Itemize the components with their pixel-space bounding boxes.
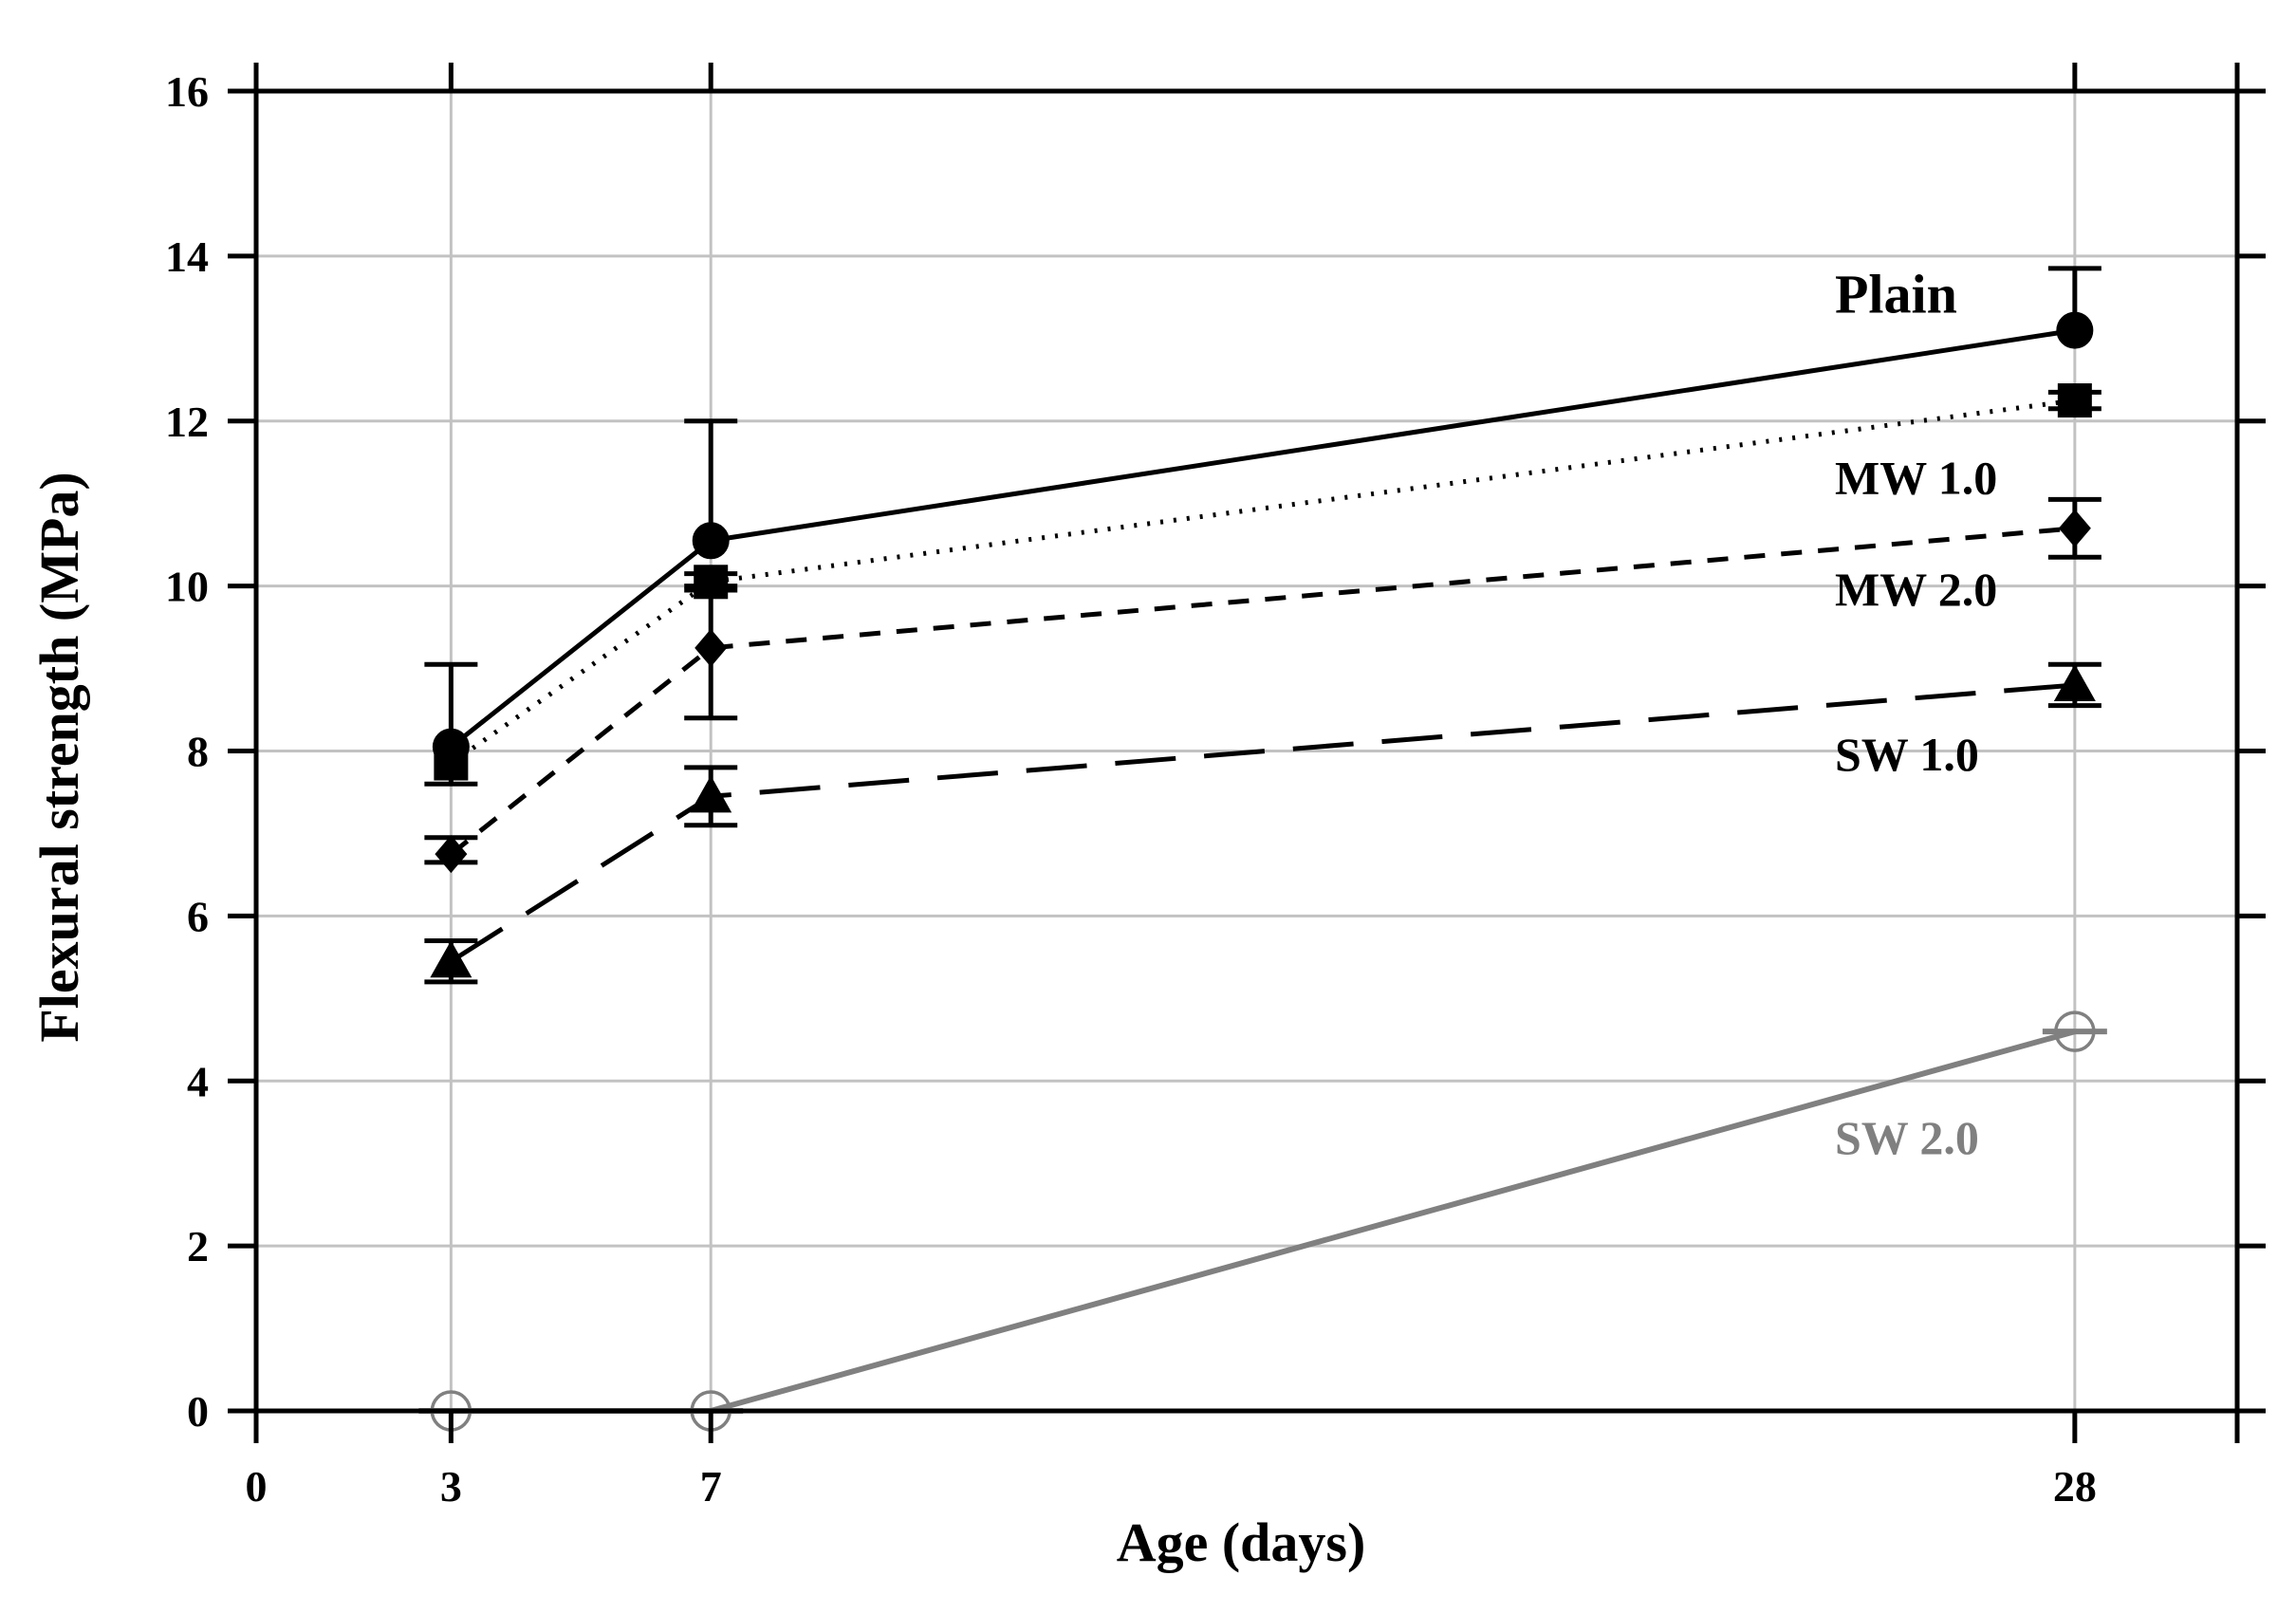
data-point <box>2056 311 2094 349</box>
series-label: Plain <box>1835 263 1957 324</box>
y-axis-title: Flexural strength (MPa) <box>28 472 90 1042</box>
y-tick-label: 12 <box>165 398 209 446</box>
data-point <box>2053 663 2096 701</box>
x-tick-label: 3 <box>440 1462 462 1511</box>
y-tick-label: 0 <box>187 1387 209 1436</box>
data-point <box>2057 383 2092 418</box>
y-tick-label: 14 <box>165 232 209 281</box>
x-tick-label: 7 <box>700 1462 722 1511</box>
series-label: SW 1.0 <box>1835 728 1979 781</box>
x-axis-title: Age (days) <box>1117 1511 1366 1573</box>
data-point <box>434 746 469 781</box>
y-tick-label: 16 <box>165 67 209 116</box>
series-label: MW 1.0 <box>1835 452 1997 505</box>
y-tick-label: 4 <box>187 1057 209 1105</box>
series-sw-1-0 <box>424 661 2102 985</box>
y-tick-label: 2 <box>187 1222 209 1270</box>
y-tick-label: 8 <box>187 728 209 776</box>
x-tick-label: 0 <box>246 1462 268 1511</box>
series-group <box>418 266 2107 1432</box>
y-tick-label: 6 <box>187 892 209 940</box>
data-point <box>692 522 730 560</box>
data-point <box>435 835 468 874</box>
series-label: MW 2.0 <box>1835 563 1997 616</box>
data-point <box>2054 1010 2096 1052</box>
series-plain <box>424 266 2102 787</box>
grid <box>256 91 2237 1411</box>
series-label: SW 2.0 <box>1835 1111 1979 1164</box>
labels: Plain MW 1.0 MW 2.0 SW 1.0 SW 2.0 <box>1835 263 1997 1164</box>
data-point <box>690 775 732 813</box>
series-line <box>451 1029 2076 1414</box>
y-tick-label: 10 <box>165 563 209 611</box>
data-point <box>694 628 728 667</box>
series-mw-2-0 <box>424 496 2102 874</box>
axes: 0 2 4 6 8 10 12 14 16 0 3 7 28 <box>165 63 2266 1511</box>
data-point <box>430 940 472 978</box>
x-tick-label: 28 <box>2053 1462 2097 1511</box>
data-point <box>2058 509 2091 547</box>
series-sw-2-0 <box>418 1010 2107 1432</box>
